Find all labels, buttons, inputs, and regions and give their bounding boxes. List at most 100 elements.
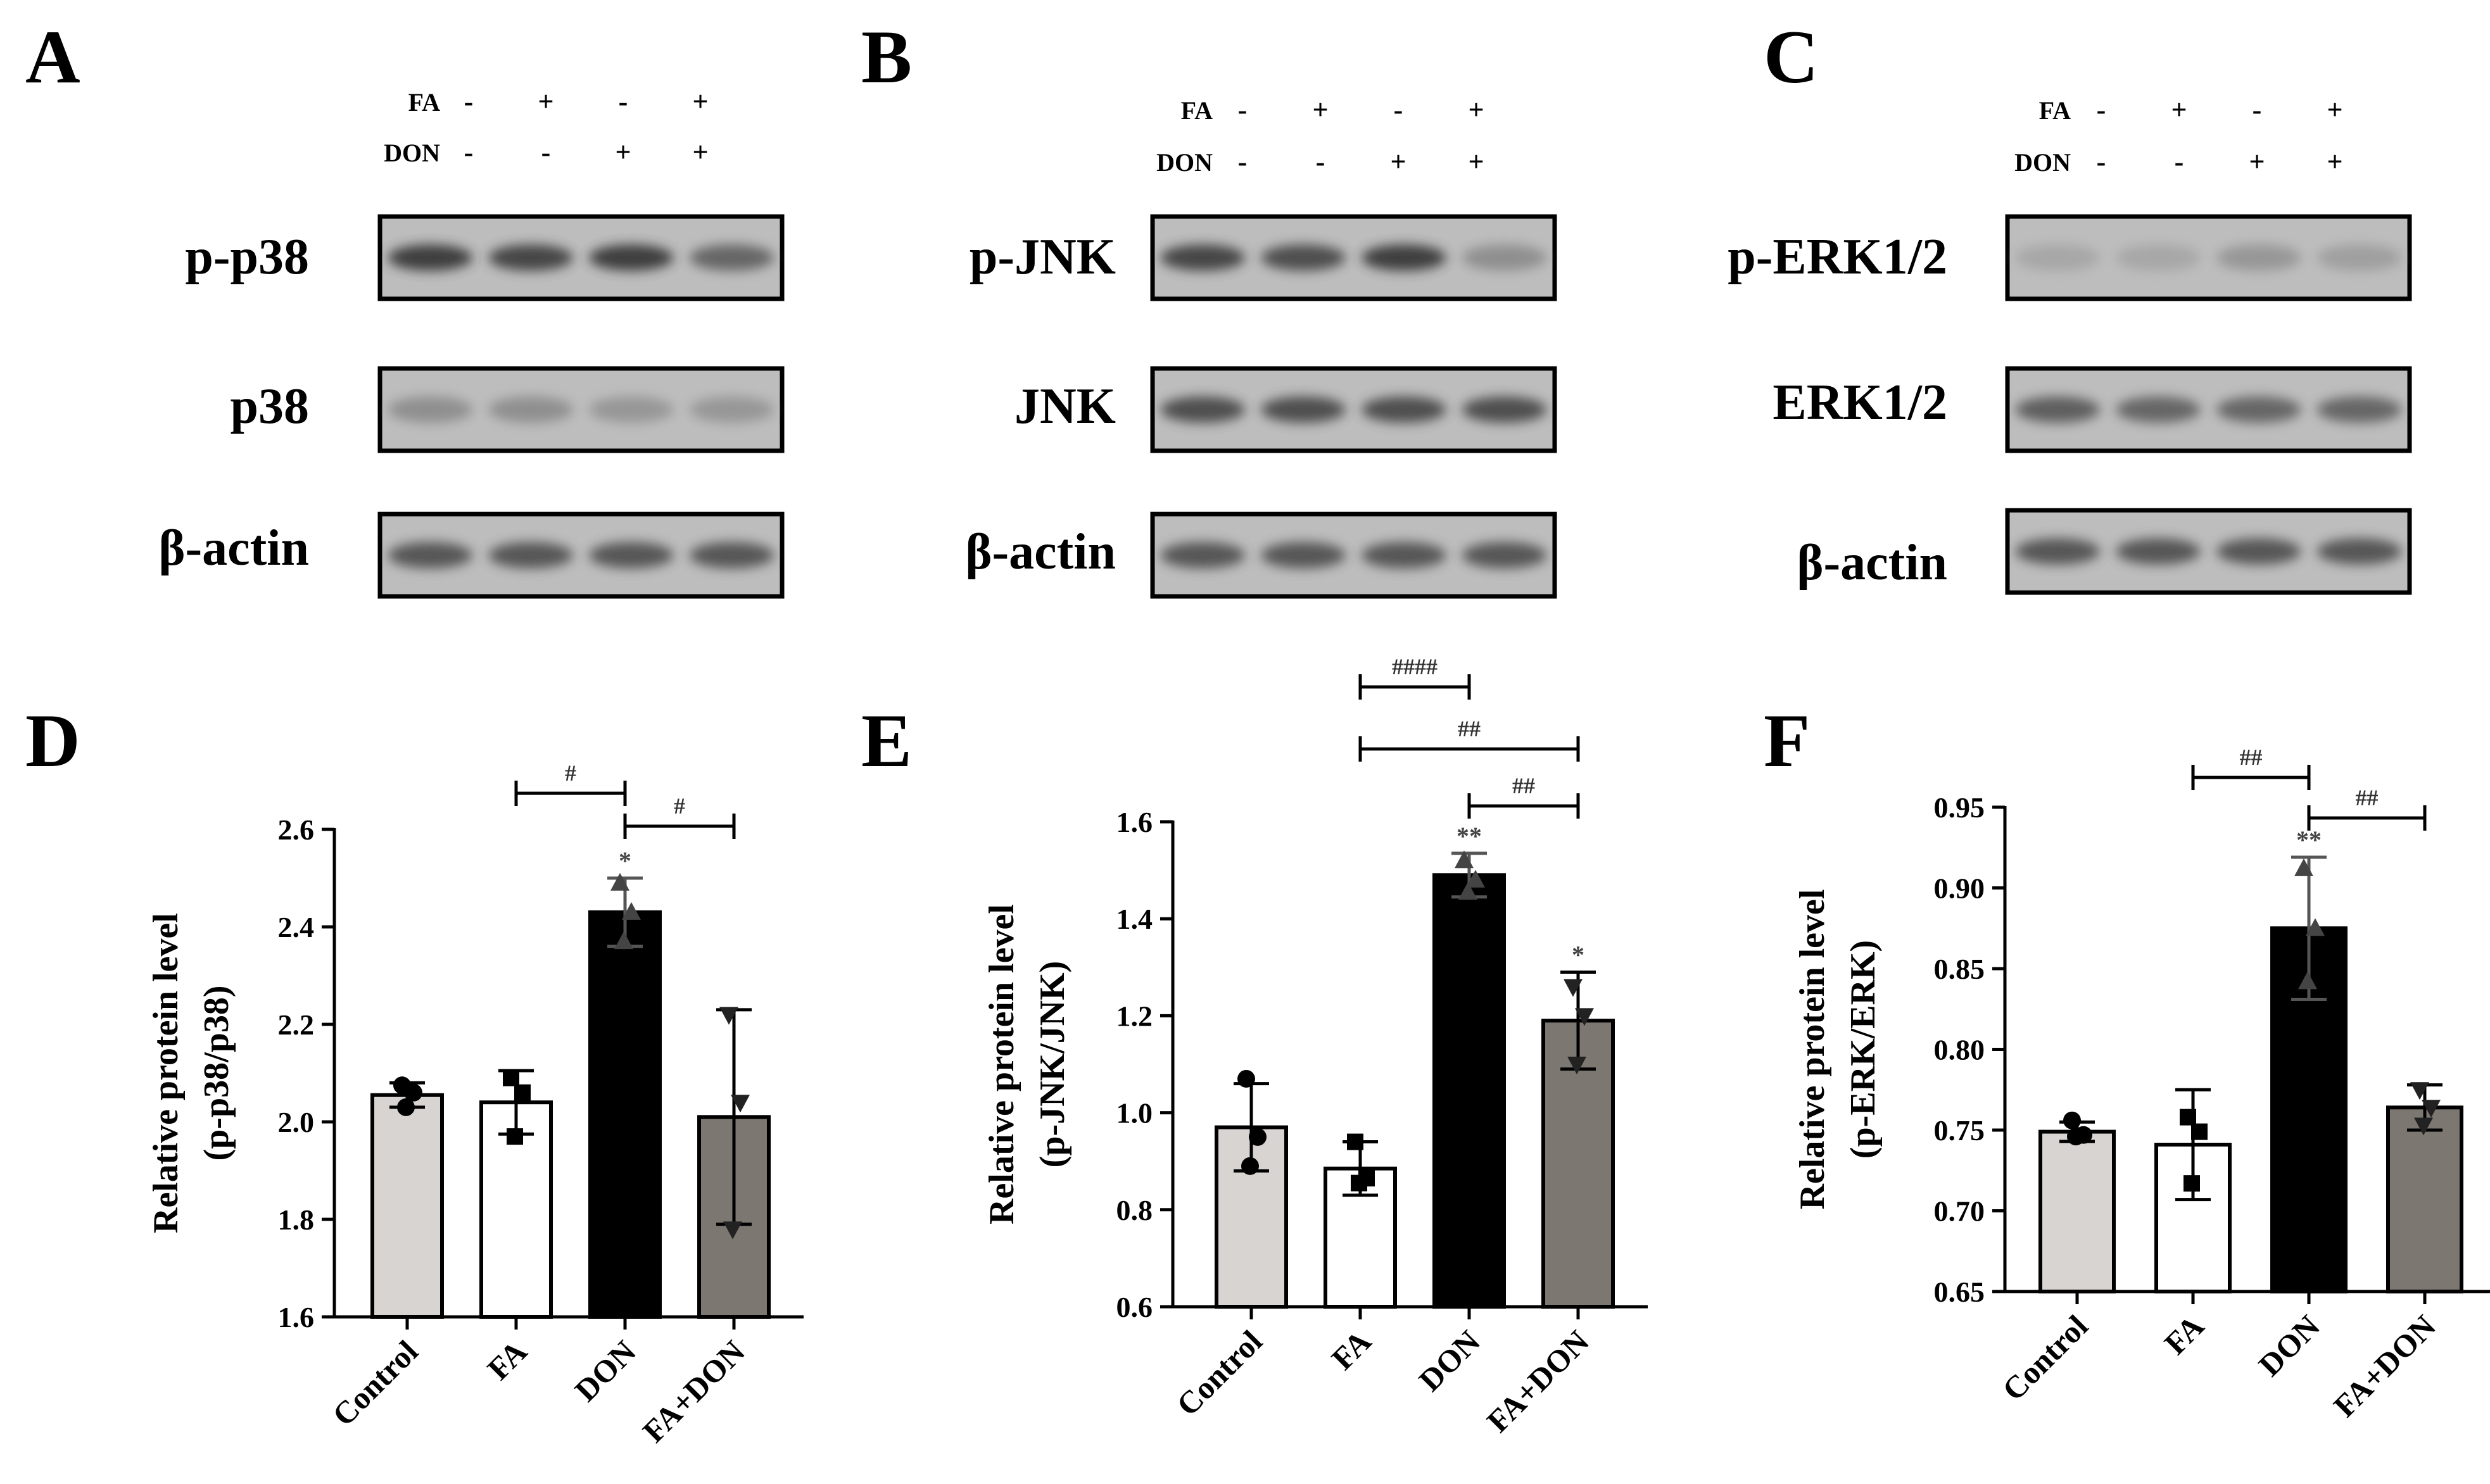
data-point-triangle-down [719,1007,738,1025]
protein-band [388,396,473,423]
y-axis-title: (p-p38/p38) [197,986,236,1161]
protein-band [2015,244,2101,271]
y-tick-label: 0.6 [1116,1291,1153,1323]
treatment-label-fa: FA [408,88,440,116]
y-axis-title: (p-JNK/JNK) [1033,961,1072,1168]
protein-band [2216,244,2301,271]
chart-d: D Relative protein level (p-p38/p38) 1.6 1.8… [25,698,804,1449]
data-point-triangle-down [1575,1008,1594,1026]
treatment-sign: - [2253,94,2262,125]
significance-star: ** [1457,822,1482,850]
protein-band [488,396,573,423]
data-point-circle [2067,1128,2085,1146]
data-point-triangle-down [2422,1100,2441,1118]
panel-letter: A [25,15,80,99]
panel-letter: E [861,698,912,783]
protein-band [1362,542,1446,569]
treatment-sign: - [2097,94,2106,125]
protein-band [1261,244,1346,271]
blot-label: β-actin [965,524,1116,580]
data-point-triangle-down [2410,1082,2429,1100]
panel-letter: C [1764,15,1819,99]
protein-band [1462,244,1547,271]
bar-don [1432,873,1506,1309]
treatment-sign: + [692,86,708,117]
y-tick-label: 0.85 [1934,953,1985,985]
protein-band [689,244,774,271]
protein-band [589,244,674,271]
y-tick-label: 2.6 [278,814,315,846]
treatment-sign: - [1316,146,1325,177]
blot-label: p-ERK1/2 [1728,229,1947,285]
treatment-label-don: DON [1156,148,1213,177]
blot-label: p-p38 [185,229,309,285]
data-point-square [503,1069,519,1086]
x-category-label: DON [1412,1323,1487,1398]
x-category-label: FA [481,1333,534,1387]
data-point-square [1351,1174,1367,1192]
treatment-sign: - [619,86,628,117]
x-category-label: FA+DON [2327,1308,2443,1424]
treatment-sign: + [538,86,553,117]
treatment-sign: + [2327,146,2342,177]
treatment-sign: + [1468,94,1484,125]
bracket-label: # [674,793,685,819]
bar-control [370,1093,444,1319]
protein-band [2316,538,2402,565]
data-point-triangle-up [610,872,629,891]
panel-letter: D [25,698,80,783]
protein-band [1261,396,1346,423]
protein-band [1462,396,1547,423]
chart-f: F Relative protein level (p-ERK/ERK) 0.65 0.… [1764,698,2490,1424]
protein-band [2116,538,2201,565]
y-tick-label: 1.6 [1116,806,1153,838]
data-point-triangle-down [723,1221,742,1240]
treatment-label-fa: FA [2039,96,2071,125]
protein-band [1462,542,1547,569]
y-tick-label: 2.2 [278,1009,315,1041]
bracket-label: ## [2240,745,2263,770]
x-category-label: FA [1325,1323,1378,1376]
data-point-square [2180,1109,2196,1126]
protein-band [1362,244,1446,271]
x-category-label: FA+DON [636,1333,752,1449]
chart-e: E Relative protein level (p-JNK/JNK) 0.6 0.8… [861,654,1648,1439]
blot-label: ERK1/2 [1773,375,1947,431]
data-point-triangle-up [1466,869,1485,888]
significance-star: * [1572,940,1584,969]
y-tick-label: 2.0 [278,1106,315,1138]
data-point-triangle-down [1567,1057,1586,1074]
data-point-triangle-down [2414,1117,2433,1136]
blot-label: p38 [231,379,310,434]
protein-band [2216,538,2301,565]
y-tick-label: 1.0 [1116,1097,1153,1129]
data-point-triangle-up [2298,971,2317,990]
y-tick-label: 0.65 [1934,1276,1985,1308]
bracket-label: # [565,760,576,786]
data-point-circle [397,1098,415,1116]
bracket-label: ## [2356,785,2379,810]
protein-band [1160,542,1246,569]
protein-band [2316,244,2402,271]
data-point-square [2191,1123,2208,1140]
protein-band [488,542,573,569]
bracket-label: ## [1512,773,1535,798]
panel-letter: B [861,15,912,99]
data-point-square [507,1128,523,1145]
protein-band [1362,396,1446,423]
data-point-circle [1249,1128,1267,1146]
data-point-triangle-up [1455,850,1474,869]
protein-band [2316,396,2402,423]
data-point-triangle-up [622,902,641,920]
y-tick-label: 0.90 [1934,872,1985,905]
bracket-label: ## [1458,716,1481,741]
protein-band [2216,396,2301,423]
x-category-label: DON [2252,1308,2327,1383]
data-point-triangle-up [2294,858,2313,876]
protein-band [488,244,573,271]
treatment-sign: + [1312,94,1328,125]
x-category-label: FA [2158,1308,2211,1361]
y-axis-title: Relative protein level [1793,890,1832,1210]
